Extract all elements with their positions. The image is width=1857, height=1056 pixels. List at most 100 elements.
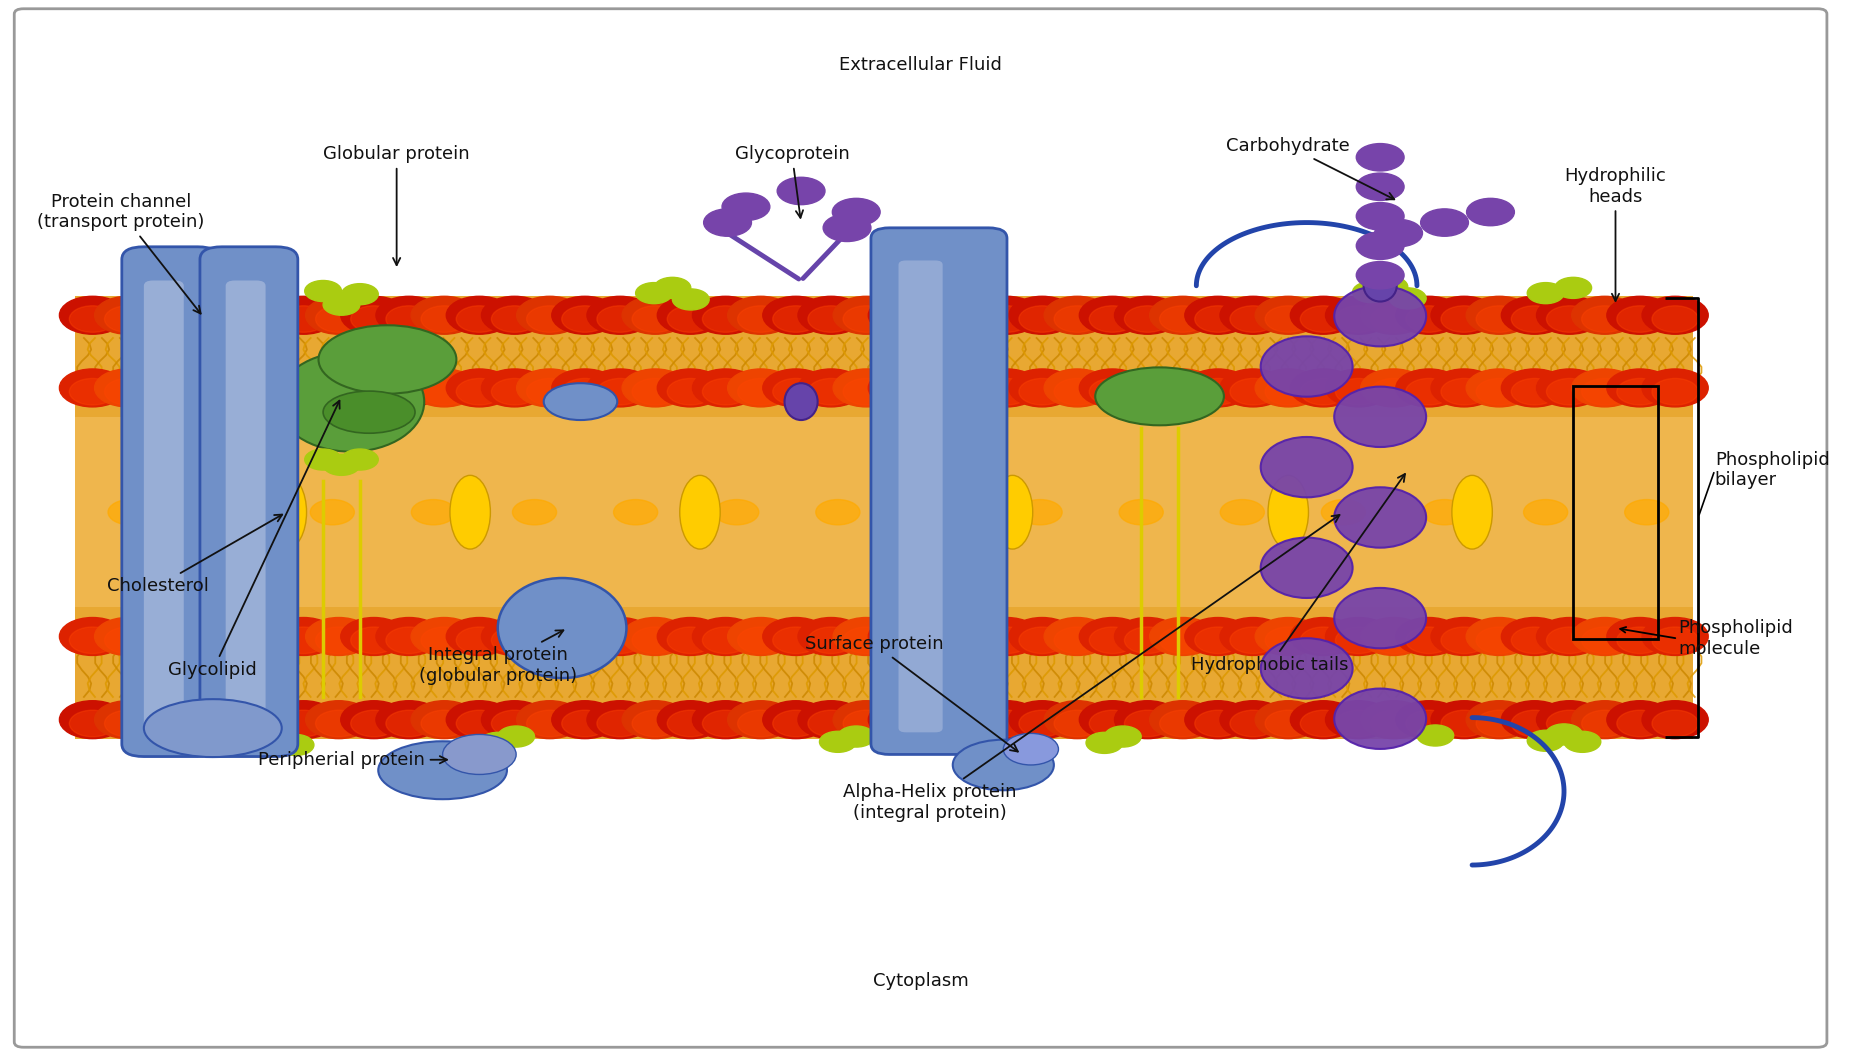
Circle shape <box>982 378 1029 406</box>
Circle shape <box>1580 378 1627 406</box>
Circle shape <box>613 499 657 525</box>
Circle shape <box>95 369 162 407</box>
Ellipse shape <box>277 352 423 452</box>
Circle shape <box>1642 618 1707 656</box>
Circle shape <box>631 627 678 654</box>
Circle shape <box>1114 701 1179 738</box>
Circle shape <box>596 711 643 737</box>
Circle shape <box>702 627 748 654</box>
Circle shape <box>1335 378 1382 406</box>
Circle shape <box>457 378 501 406</box>
Bar <box>1573 385 1656 639</box>
Circle shape <box>69 378 115 406</box>
Circle shape <box>210 711 256 737</box>
Circle shape <box>1545 724 1582 744</box>
Circle shape <box>280 306 327 333</box>
Circle shape <box>513 499 557 525</box>
Circle shape <box>410 499 455 525</box>
Circle shape <box>1395 701 1461 738</box>
Circle shape <box>516 701 583 738</box>
Circle shape <box>672 289 709 310</box>
Circle shape <box>878 306 925 333</box>
Circle shape <box>59 369 126 407</box>
Circle shape <box>69 711 115 737</box>
Circle shape <box>210 378 256 406</box>
Circle shape <box>1389 288 1426 309</box>
Circle shape <box>479 732 516 753</box>
Circle shape <box>1114 369 1179 407</box>
Circle shape <box>561 306 607 333</box>
Circle shape <box>1118 499 1162 525</box>
Circle shape <box>808 711 854 737</box>
Circle shape <box>1220 618 1285 656</box>
Circle shape <box>773 711 819 737</box>
Circle shape <box>867 369 934 407</box>
Circle shape <box>410 701 477 738</box>
Circle shape <box>1370 627 1417 654</box>
Circle shape <box>587 369 654 407</box>
Circle shape <box>457 711 501 737</box>
Circle shape <box>552 369 618 407</box>
Circle shape <box>1359 701 1426 738</box>
Circle shape <box>1430 618 1497 656</box>
Circle shape <box>1229 711 1276 737</box>
Circle shape <box>832 199 880 226</box>
Circle shape <box>843 378 890 406</box>
Text: Cytoplasm: Cytoplasm <box>873 972 967 989</box>
Circle shape <box>938 297 1005 334</box>
Circle shape <box>1465 199 1513 226</box>
Circle shape <box>175 711 221 737</box>
Circle shape <box>165 701 230 738</box>
Circle shape <box>245 627 292 654</box>
Circle shape <box>1571 297 1638 334</box>
Circle shape <box>1500 618 1567 656</box>
Circle shape <box>973 369 1040 407</box>
Circle shape <box>481 618 548 656</box>
Circle shape <box>1149 701 1214 738</box>
Circle shape <box>1079 369 1146 407</box>
Circle shape <box>526 306 572 333</box>
Circle shape <box>236 618 301 656</box>
Circle shape <box>763 618 828 656</box>
Circle shape <box>1220 369 1285 407</box>
Circle shape <box>982 627 1029 654</box>
Circle shape <box>1616 378 1662 406</box>
Circle shape <box>1079 297 1146 334</box>
Circle shape <box>1289 701 1356 738</box>
Circle shape <box>773 378 819 406</box>
Circle shape <box>903 618 969 656</box>
Circle shape <box>808 306 854 333</box>
Circle shape <box>1220 701 1285 738</box>
Circle shape <box>130 701 195 738</box>
Circle shape <box>375 369 442 407</box>
Circle shape <box>1474 627 1521 654</box>
Circle shape <box>1474 711 1521 737</box>
Circle shape <box>1255 297 1320 334</box>
Circle shape <box>1536 369 1603 407</box>
Circle shape <box>1044 618 1110 656</box>
Circle shape <box>919 282 956 303</box>
Circle shape <box>635 283 672 304</box>
Ellipse shape <box>1333 286 1426 346</box>
Circle shape <box>1642 297 1707 334</box>
Ellipse shape <box>449 475 490 549</box>
Text: Carbohydrate: Carbohydrate <box>1226 137 1393 200</box>
Bar <box>74 417 1692 607</box>
Circle shape <box>819 731 856 752</box>
Circle shape <box>305 618 371 656</box>
Circle shape <box>1554 278 1591 299</box>
Circle shape <box>1265 306 1311 333</box>
Text: Globular protein: Globular protein <box>323 145 470 265</box>
Circle shape <box>271 369 336 407</box>
Circle shape <box>1123 627 1170 654</box>
Circle shape <box>165 297 230 334</box>
Circle shape <box>728 297 793 334</box>
Circle shape <box>375 297 442 334</box>
Circle shape <box>763 297 828 334</box>
Circle shape <box>240 731 277 752</box>
Circle shape <box>1053 711 1099 737</box>
Circle shape <box>351 711 397 737</box>
Circle shape <box>277 734 314 755</box>
Circle shape <box>693 618 758 656</box>
Circle shape <box>1255 369 1320 407</box>
